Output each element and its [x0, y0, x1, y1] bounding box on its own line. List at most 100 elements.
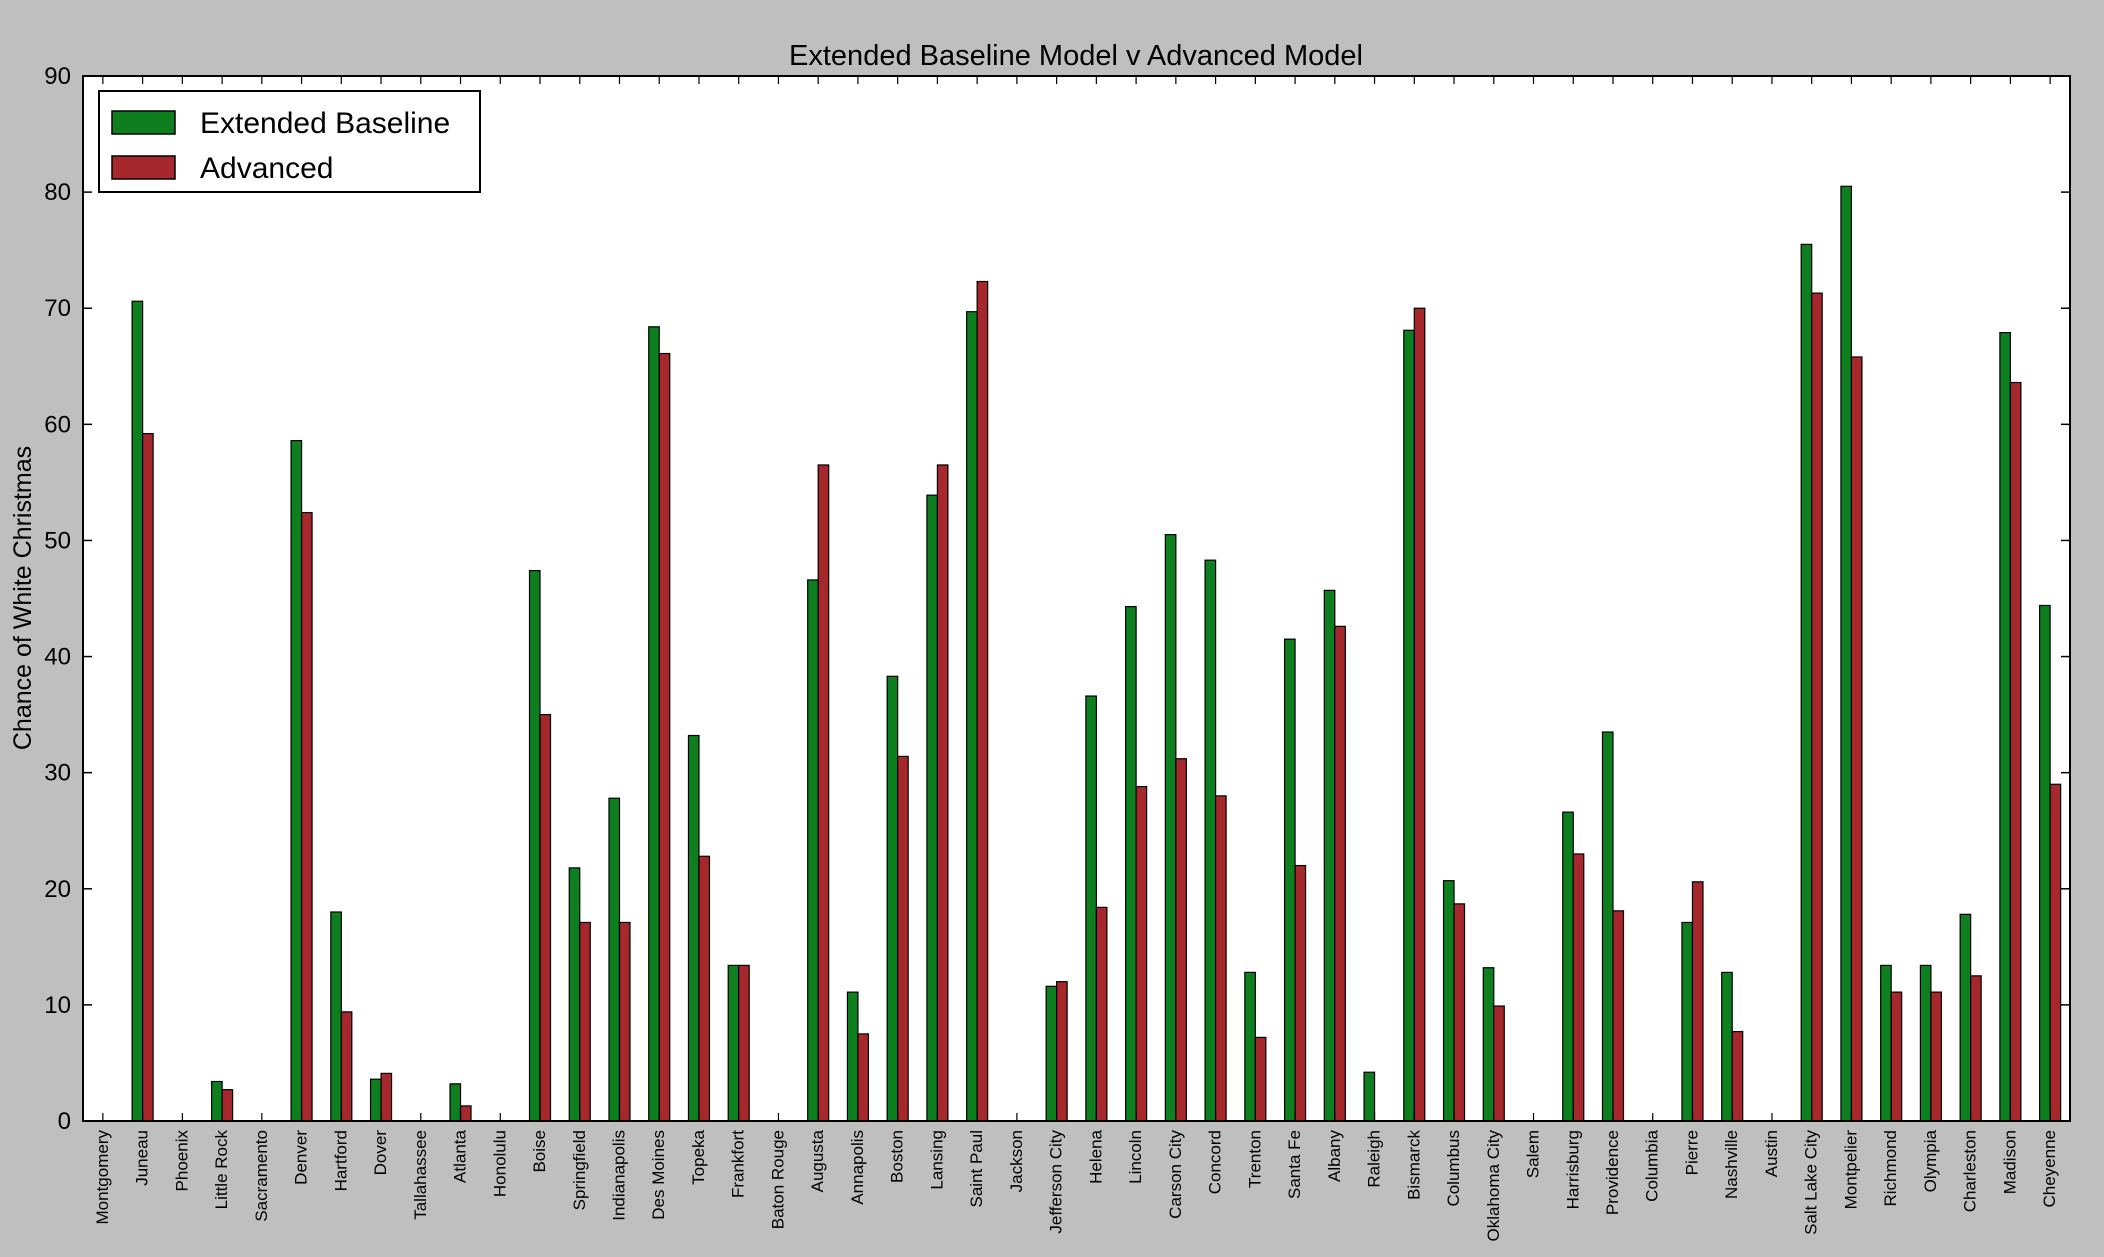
- chart-title: Extended Baseline Model v Advanced Model: [789, 40, 1363, 72]
- x-tick-label-madison: Madison: [2000, 1130, 2019, 1194]
- bar-advanced-olympia: [1930, 991, 1943, 1122]
- bar-advanced-lansing: [936, 464, 949, 1122]
- bar-extended-baseline-boston: [886, 675, 899, 1122]
- bar-extended-baseline-dover: [369, 1078, 382, 1122]
- y-tick-label-70: 70: [44, 295, 71, 322]
- x-tick-label-salem: Salem: [1524, 1130, 1543, 1178]
- x-tick-label-olympia: Olympia: [1921, 1129, 1940, 1192]
- bar-advanced-augusta: [817, 464, 830, 1122]
- bar-advanced-frankfort: [738, 964, 750, 1122]
- bar-extended-baseline-trenton: [1244, 971, 1256, 1122]
- bar-extended-baseline-bismarck: [1403, 329, 1415, 1122]
- x-tick-label-pierre: Pierre: [1682, 1130, 1701, 1175]
- bar-extended-baseline-des-moines: [648, 326, 660, 1122]
- x-tick-label-augusta: Augusta: [808, 1129, 827, 1192]
- x-tick-label-lincoln: Lincoln: [1126, 1130, 1145, 1184]
- x-tick-labels-layer: Montgomery Juneau Phoenix Little Rock Sacram…: [93, 76, 2059, 1241]
- y-axis-label: Chance of White Christmas: [9, 446, 37, 750]
- bar-advanced-lincoln: [1135, 785, 1148, 1122]
- y-tick-label-60: 60: [44, 411, 71, 438]
- legend-swatch-advanced: [111, 155, 176, 180]
- x-tick-label-nashville: Nashville: [1722, 1130, 1741, 1199]
- bar-advanced-salt-lake-city: [1811, 292, 1823, 1122]
- bar-advanced-nashville: [1731, 1030, 1744, 1122]
- x-tick-label-richmond: Richmond: [1881, 1130, 1900, 1207]
- bar-advanced-cheyenne: [2049, 783, 2062, 1122]
- bar-extended-baseline-frankfort: [727, 964, 740, 1122]
- bar-extended-baseline-pierre: [1681, 921, 1694, 1122]
- bar-advanced-carson-city: [1175, 758, 1187, 1122]
- legend: Extended Baseline Advanced: [98, 90, 481, 193]
- bar-advanced-jefferson-city: [1056, 981, 1068, 1122]
- x-tick-label-dover: Dover: [371, 1130, 390, 1176]
- x-tick-label-frankfort: Frankfort: [729, 1130, 748, 1198]
- x-tick-label-salt-lake-city: Salt Lake City: [1802, 1130, 1821, 1235]
- bar-extended-baseline-lincoln: [1125, 606, 1137, 1122]
- x-tick-label-des-moines: Des Moines: [649, 1130, 668, 1220]
- bar-advanced-springfield: [579, 921, 591, 1122]
- bar-advanced-bismarck: [1413, 307, 1426, 1122]
- x-tick-label-montpelier: Montpelier: [1841, 1130, 1860, 1210]
- x-tick-label-trenton: Trenton: [1245, 1130, 1264, 1188]
- bar-advanced-charleston: [1970, 975, 1982, 1122]
- bar-advanced-richmond: [1890, 991, 1903, 1122]
- bar-advanced-indianapolis: [618, 921, 631, 1122]
- bar-extended-baseline-annapolis: [846, 991, 859, 1122]
- x-tick-label-tallahassee: Tallahassee: [411, 1130, 430, 1220]
- x-tick-label-helena: Helena: [1086, 1129, 1105, 1183]
- bar-extended-baseline-little-rock: [210, 1080, 223, 1122]
- bar-extended-baseline-cheyenne: [2039, 604, 2051, 1122]
- bar-advanced-juneau: [142, 433, 154, 1122]
- legend-label-advanced: Advanced: [200, 152, 333, 185]
- bar-extended-baseline-helena: [1085, 695, 1097, 1122]
- legend-label-extended-baseline: Extended Baseline: [200, 107, 450, 140]
- bar-extended-baseline-albany: [1323, 589, 1336, 1122]
- bar-advanced-concord: [1214, 795, 1227, 1122]
- x-tick-label-denver: Denver: [292, 1130, 311, 1185]
- bar-extended-baseline-lansing: [926, 494, 939, 1122]
- x-tick-label-cheyenne: Cheyenne: [2040, 1130, 2059, 1208]
- bar-advanced-annapolis: [857, 1033, 870, 1122]
- y-tick-label-0: 0: [58, 1108, 71, 1135]
- bar-extended-baseline-saint-paul: [966, 311, 978, 1122]
- x-tick-label-phoenix: Phoenix: [172, 1130, 191, 1192]
- bar-extended-baseline-jefferson-city: [1045, 985, 1058, 1122]
- bar-advanced-madison: [2009, 381, 2022, 1122]
- x-tick-label-oklahoma-city: Oklahoma City: [1484, 1130, 1503, 1242]
- x-tick-label-topeka: Topeka: [689, 1129, 708, 1184]
- bar-advanced-topeka: [698, 855, 711, 1122]
- bar-advanced-hartford: [340, 1011, 353, 1122]
- legend-swatch-extended-baseline: [111, 110, 176, 135]
- x-tick-label-baton-rouge: Baton Rouge: [768, 1130, 787, 1229]
- bar-advanced-trenton: [1254, 1036, 1267, 1122]
- bar-extended-baseline-madison: [1999, 332, 2011, 1122]
- bar-advanced-atlanta: [459, 1105, 472, 1122]
- x-tick-label-jackson: Jackson: [1007, 1130, 1026, 1192]
- bar-advanced-columbus: [1453, 903, 1466, 1122]
- plot-area: [83, 76, 2070, 1121]
- bar-extended-baseline-montpelier: [1840, 185, 1853, 1122]
- x-tick-label-santa-fe: Santa Fe: [1285, 1130, 1304, 1199]
- bar-advanced-boise: [539, 714, 552, 1122]
- bar-extended-baseline-harrisburg: [1562, 811, 1574, 1122]
- x-tick-label-concord: Concord: [1206, 1130, 1225, 1194]
- bar-advanced-providence: [1612, 910, 1625, 1122]
- y-ticks-layer: 0 10 20 30 40 50 60 70 80 90: [44, 63, 2070, 1135]
- x-tick-label-boise: Boise: [530, 1130, 549, 1173]
- x-tick-label-raleigh: Raleigh: [1365, 1130, 1384, 1188]
- bar-advanced-boston: [897, 755, 909, 1122]
- bar-extended-baseline-carson-city: [1164, 534, 1177, 1122]
- x-tick-label-jefferson-city: Jefferson City: [1047, 1130, 1066, 1234]
- bar-advanced-helena: [1095, 906, 1108, 1122]
- plot-frame: [82, 75, 2071, 1122]
- bar-extended-baseline-boise: [528, 570, 541, 1122]
- bar-extended-baseline-concord: [1204, 559, 1217, 1122]
- y-tick-label-10: 10: [44, 992, 71, 1019]
- bar-advanced-oklahoma-city: [1493, 1005, 1505, 1122]
- x-tick-label-hartford: Hartford: [331, 1130, 350, 1191]
- y-tick-label-80: 80: [44, 179, 71, 206]
- bar-advanced-denver: [300, 511, 313, 1122]
- bar-extended-baseline-charleston: [1959, 913, 1972, 1122]
